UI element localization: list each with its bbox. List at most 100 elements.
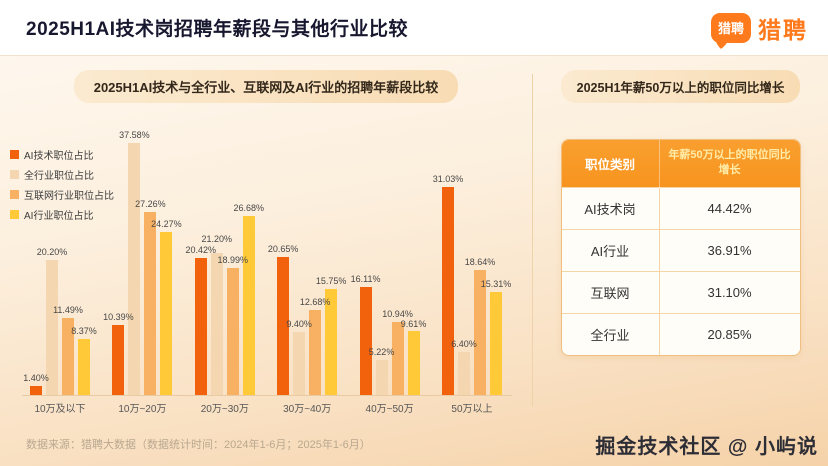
bar — [473, 270, 486, 395]
bar — [160, 232, 173, 395]
legend-label: 全行业职位占比 — [24, 171, 94, 182]
bar-value-label: 18.64% — [464, 257, 496, 268]
table-row: AI行业 36.91% — [561, 228, 800, 272]
yoy-growth-panel: 2025H1年薪50万以上的职位同比增长 职位类别 年薪50万以上的职位同比增长… — [533, 70, 828, 415]
bar — [391, 321, 404, 395]
bar — [309, 310, 322, 395]
bar — [375, 360, 388, 395]
bar-value-label: 20.42% — [185, 245, 217, 256]
bar-value-label: 15.31% — [480, 279, 512, 290]
bar — [359, 287, 372, 395]
legend-label: 互联网行业职位占比 — [24, 191, 114, 202]
bar — [407, 330, 420, 395]
table-row: 全行业 20.85% — [561, 312, 800, 355]
legend-item: AI行业职位占比 — [10, 207, 114, 222]
growth-value-cell: 31.10% — [659, 270, 800, 314]
bar-group: 10.39% 37.58% 27.26% 24.27% 10万~20万 — [103, 111, 182, 415]
bar-group: 20.42% 21.20% 18.99% 26.68% 20万~30万 — [186, 111, 265, 415]
liepin-logo-text: 猎聘 — [758, 16, 808, 43]
bar — [78, 338, 90, 395]
legend-item: 互联网行业职位占比 — [10, 187, 114, 202]
bar-value-label: 5.22% — [368, 347, 395, 358]
table-row: AI技术岗 44.42% — [561, 186, 800, 230]
bar — [46, 259, 58, 395]
bar-value-label: 9.61% — [400, 318, 427, 329]
bar-group: 1.40% 20.20% 11.49% 8.37% 10万及以下 — [23, 111, 97, 415]
bar-chart: AI技术职位占比 全行业职位占比互联网行业职位占比 AI行业职位占比 1.40% 20… — [0, 111, 532, 415]
bar — [441, 187, 454, 395]
growth-table: 职位类别 年薪50万以上的职位同比增长 AI技术岗 44.42% AI行业 36.91… — [560, 139, 801, 356]
bar — [144, 212, 157, 395]
bar-value-label: 26.68% — [233, 203, 265, 214]
bar-value-label: 27.26% — [135, 199, 166, 210]
bar-group: 16.11% 5.22% 10.94% 9.61% 40万~50万 — [351, 111, 427, 415]
job-category-cell: AI行业 — [561, 228, 660, 272]
bar-value-label: 6.40% — [451, 339, 477, 350]
watermark: 掘金技术社区 @ 小屿说 — [595, 436, 818, 458]
chart-plot-area: 1.40% 20.20% 11.49% 8.37% 10万及以下 10.39% 37.58%… — [14, 111, 522, 415]
content: 2025H1AI技术与全行业、互联网及AI行业的招聘年薪段比较 AI技术职位占比… — [0, 56, 828, 415]
bar-value-label: 37.58% — [119, 130, 150, 141]
table-header-growth: 年薪50万以上的职位同比增长 — [659, 140, 800, 188]
bar — [293, 332, 306, 395]
bar — [62, 318, 74, 395]
job-category-cell: 互联网 — [561, 270, 660, 314]
bar — [128, 143, 141, 395]
table-header-category: 职位类别 — [561, 140, 660, 188]
bar-value-label: 15.75% — [315, 276, 347, 287]
bar — [112, 325, 125, 395]
bar — [30, 385, 42, 395]
bar — [194, 258, 207, 395]
bar-value-label: 16.11% — [350, 274, 381, 285]
header: 2025H1AI技术岗招聘年薪段与其他行业比较 猎聘 猎聘 — [0, 0, 828, 56]
legend-label: AI行业职位占比 — [24, 211, 94, 222]
table-row: 互联网 31.10% — [561, 270, 800, 314]
liepin-logo-bubble-text: 猎聘 — [717, 21, 744, 36]
page-title: 2025H1AI技术岗招聘年薪段与其他行业比较 — [26, 19, 409, 40]
growth-value-cell: 44.42% — [659, 186, 800, 230]
legend-label: AI技术职位占比 — [24, 151, 94, 162]
growth-value-cell: 36.91% — [659, 228, 800, 272]
bar-value-label: 11.49% — [53, 305, 83, 316]
category-label: 20万~30万 — [200, 404, 249, 415]
liepin-logo-icon: 猎聘 — [711, 12, 751, 43]
bar — [277, 256, 290, 395]
job-category-cell: AI技术岗 — [561, 186, 660, 230]
salary-chart-panel: 2025H1AI技术与全行业、互联网及AI行业的招聘年薪段比较 AI技术职位占比… — [0, 70, 532, 415]
data-source: 数据来源：猎聘大数据（数据统计时间：2024年1-6月；2025年1-6月） — [26, 439, 371, 451]
bar-value-label: 24.27% — [151, 219, 182, 230]
bar — [489, 292, 502, 395]
panel-divider — [532, 74, 533, 406]
legend-color-swatch — [10, 150, 19, 159]
legend-item: AI技术职位占比 — [10, 147, 114, 162]
bar — [457, 352, 470, 395]
category-label: 30万~40万 — [283, 404, 332, 415]
legend-color-swatch — [10, 190, 19, 199]
legend-item: 全行业职位占比 — [10, 167, 114, 182]
bar-value-label: 21.20% — [201, 234, 233, 245]
bar-group: 20.65% 9.40% 12.68% 15.75% 30万~40万 — [268, 111, 347, 415]
legend-color-swatch — [10, 170, 19, 179]
bar-value-label: 20.65% — [267, 243, 299, 254]
job-category-cell: 全行业 — [561, 312, 660, 355]
chart-title: 2025H1AI技术与全行业、互联网及AI行业的招聘年薪段比较 — [73, 70, 459, 103]
chart-legend: AI技术职位占比 全行业职位占比互联网行业职位占比 AI行业职位占比 — [10, 147, 114, 222]
legend-color-swatch — [10, 210, 19, 219]
bar-value-label: 20.20% — [36, 246, 68, 257]
bar-value-label: 18.99% — [217, 254, 249, 265]
bar-value-label: 9.40% — [286, 319, 312, 330]
category-label: 50万以上 — [451, 404, 493, 415]
table-title: 2025H1年薪50万以上的职位同比增长 — [560, 70, 801, 103]
bar-value-label: 10.39% — [103, 312, 134, 323]
bar — [242, 216, 255, 395]
bar-value-label: 10.94% — [382, 308, 413, 319]
table-header-row: 职位类别 年薪50万以上的职位同比增长 — [561, 140, 800, 188]
bar — [210, 252, 223, 395]
bar-value-label: 31.03% — [432, 174, 464, 185]
liepin-logo: 猎聘 猎聘 — [711, 11, 808, 45]
bar-value-label: 12.68% — [299, 297, 331, 308]
bar-group: 31.03% 6.40% 18.64% 15.31% 50万以上 — [433, 111, 512, 415]
bar-value-label: 1.40% — [23, 372, 49, 383]
bar — [226, 267, 239, 395]
